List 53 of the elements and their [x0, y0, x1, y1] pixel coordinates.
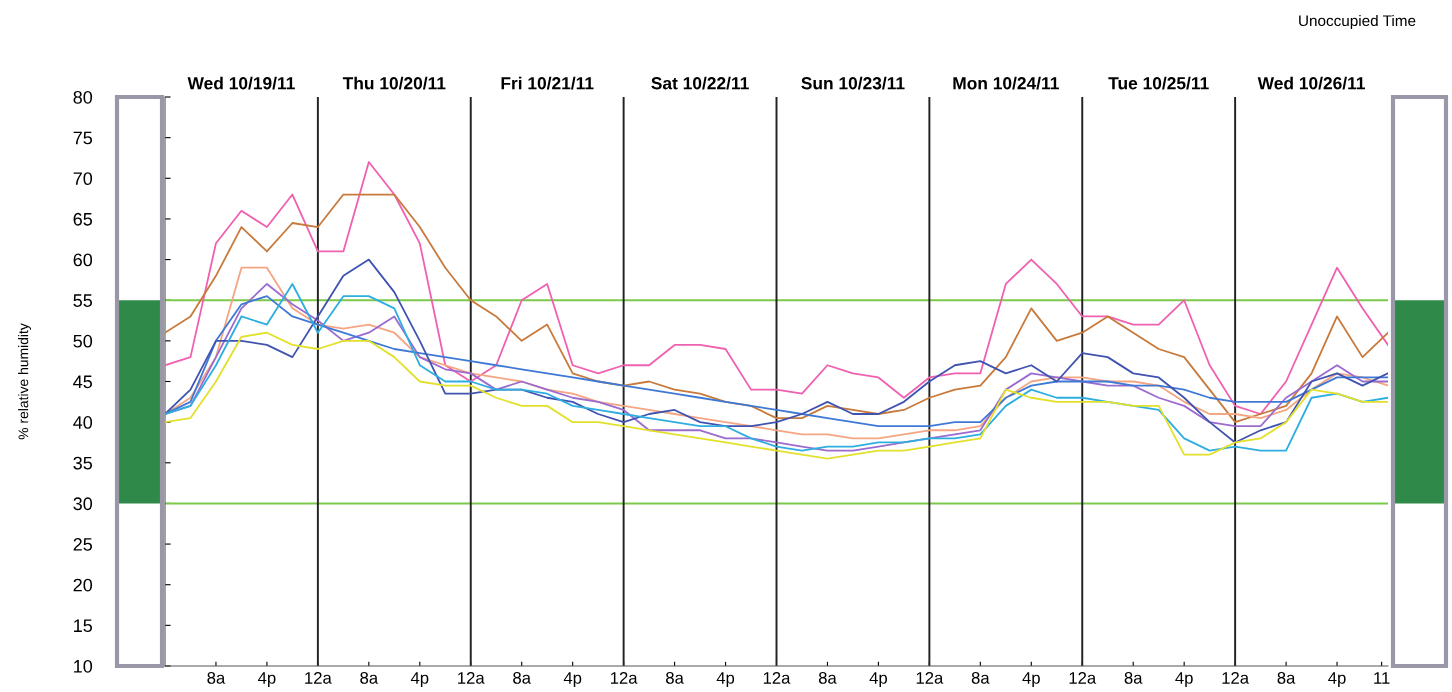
x-tick-label: 4p [1175, 672, 1193, 688]
y-tick-label: 25 [73, 538, 93, 551]
x-tick-label: 4p [258, 672, 276, 688]
y-tick-label: 70 [73, 172, 93, 186]
x-tick-label: 4p [869, 672, 887, 688]
x-tick-label: 12a [610, 672, 638, 684]
y-tick-label: 10 [74, 659, 93, 673]
y-tick-label: 15 [74, 619, 93, 633]
x-tick-label: 8a [666, 672, 684, 684]
y-tick-label: 60 [73, 253, 93, 267]
x2-tick-label: Fri 10/21/11 [501, 76, 594, 90]
x-tick-label: 8a [513, 672, 531, 684]
y-tick-label: 80 [73, 90, 93, 104]
x-tick-label: 4p [1328, 672, 1346, 688]
x-tick-label: 11 [1374, 672, 1390, 684]
x-tick-label: 4p [563, 672, 582, 688]
x-tick-label: 8a [360, 672, 379, 684]
y-tick-label: 30 [73, 497, 93, 511]
x2-tick-label: Wed 10/26/11 [1257, 76, 1365, 90]
y-axis-title: % relative humidity [18, 323, 32, 440]
x-tick-label: 12a [305, 672, 332, 684]
x2-tick-label: Tue 10/25/11 [1108, 76, 1209, 90]
x-tick-label: 12a [763, 672, 791, 684]
y-tick-label: 50 [73, 334, 93, 348]
y-tick-label: 75 [73, 131, 93, 145]
x-tick-label: 8a [207, 672, 226, 684]
text: Unoccupied Time [1299, 14, 1416, 30]
x-tick-label: 12a [916, 672, 944, 684]
x-tick-label: 8a [1124, 672, 1143, 684]
y-tick-label: 35 [73, 456, 93, 470]
x2-tick-label: Sat 10/22/11 [651, 76, 749, 90]
x-tick-label: 12a [1222, 672, 1250, 684]
y-tick-label: 65 [73, 212, 93, 226]
line-series [165, 161, 1388, 415]
y-tick-label: 40 [73, 416, 93, 429]
x-tick-label: 4p [410, 672, 429, 688]
x-tick-label: 8a [818, 672, 837, 684]
x-tick-label: 12a [458, 672, 485, 684]
x2-tick-label: Wed 10/19/11 [187, 76, 295, 90]
y-tick-label: 45 [73, 375, 93, 389]
line-series [165, 283, 1388, 452]
x2-tick-label: Thu 10/20/11 [342, 76, 446, 90]
x-tick-label: 8a [1277, 672, 1296, 684]
x2-tick-label: Mon 10/24/11 [953, 76, 1059, 90]
line-series [165, 193, 1388, 424]
x-tick-label: 4p [1022, 672, 1040, 688]
x2-tick-label: Sun 10/23/11 [801, 76, 905, 90]
x-tick-label: 4p [716, 672, 735, 688]
y-tick-label: 20 [73, 578, 93, 592]
x-tick-label: 12a [1069, 672, 1097, 684]
x-tick-label: 8a [971, 672, 990, 684]
line-series [165, 331, 1388, 460]
y-tick-label: 55 [73, 294, 93, 307]
